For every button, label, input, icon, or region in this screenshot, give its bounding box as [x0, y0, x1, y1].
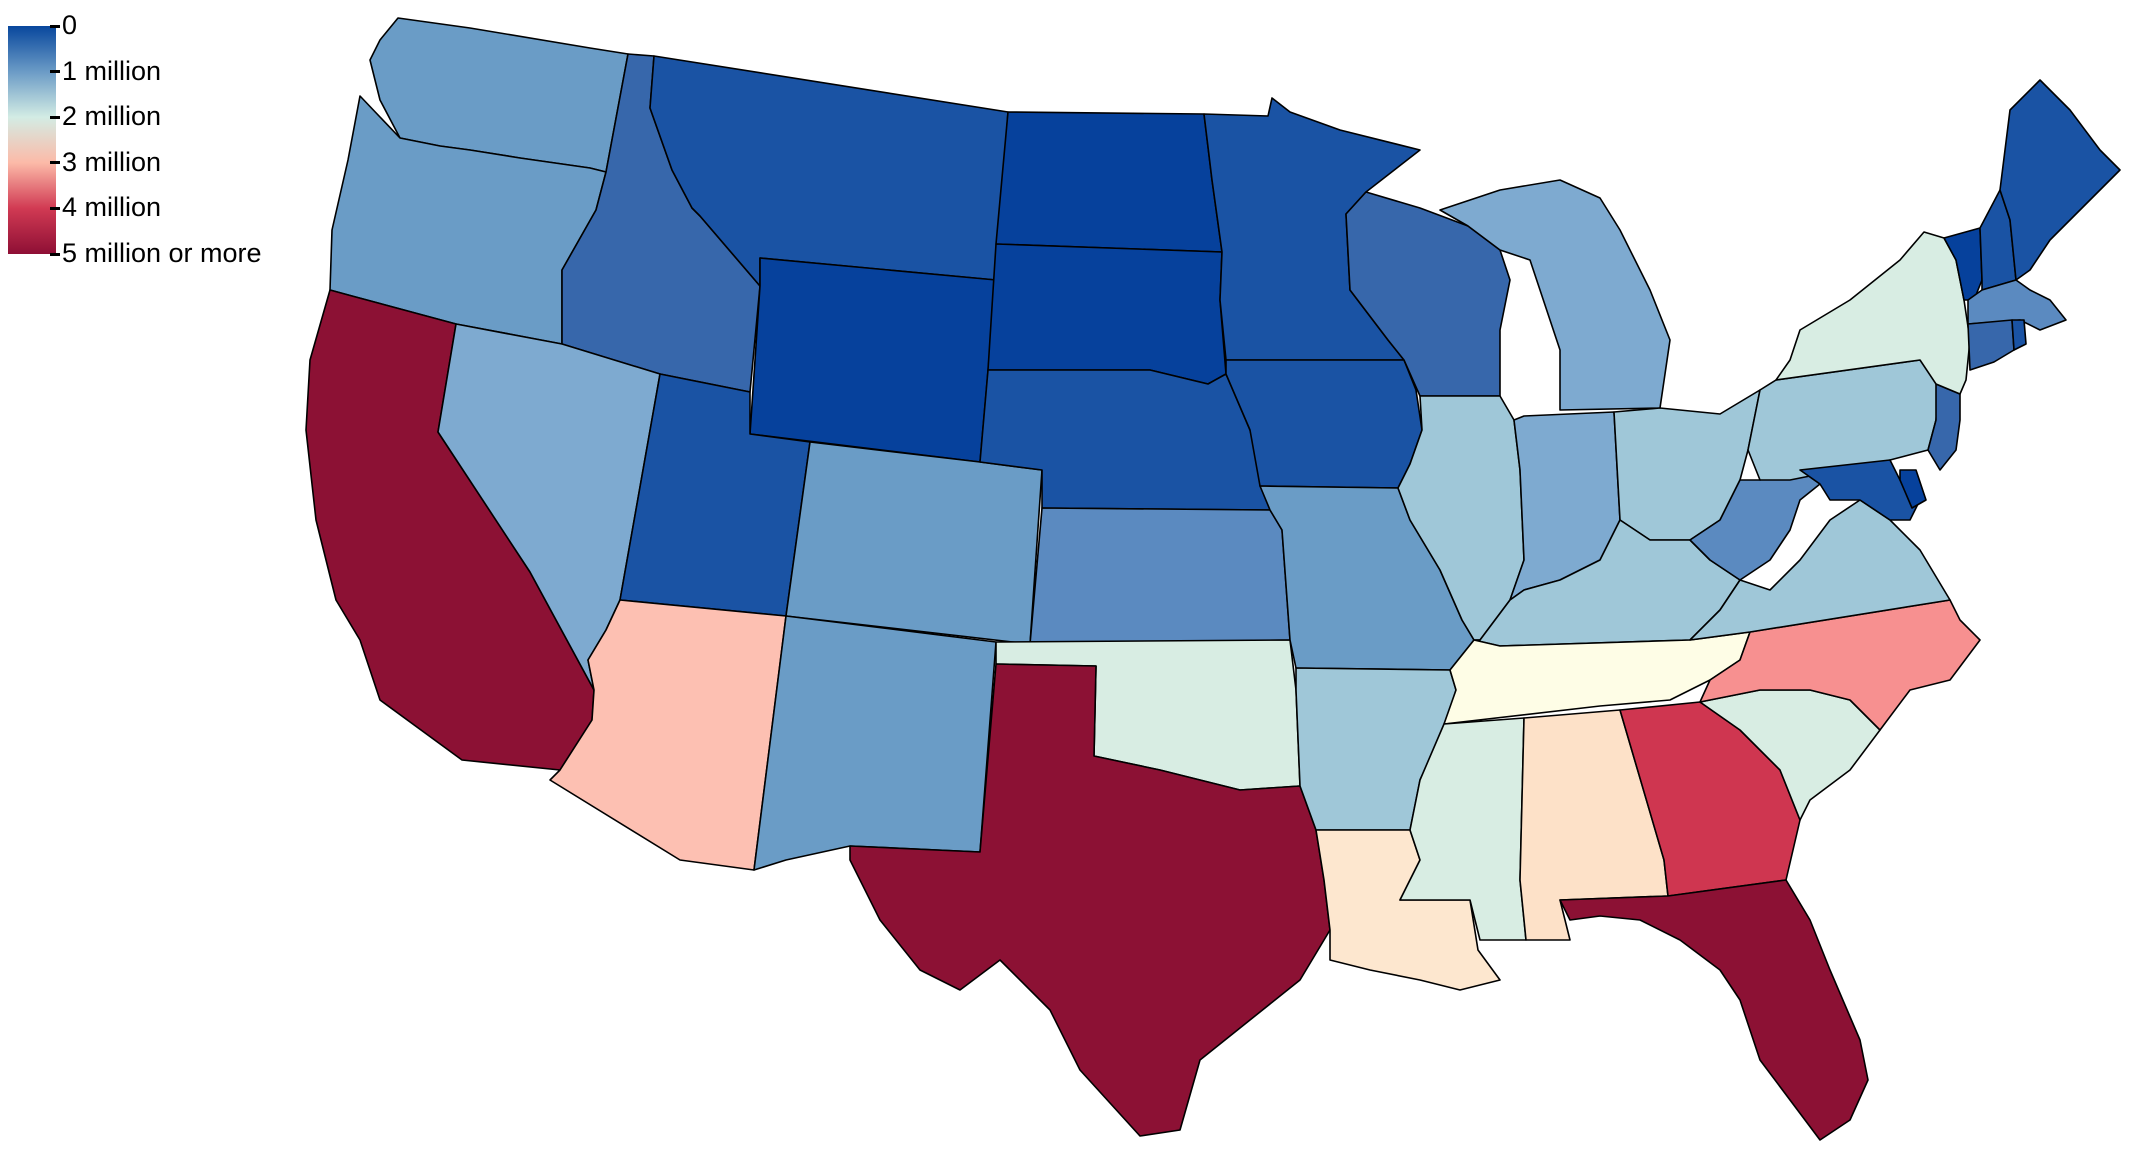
legend-label: 3 million [62, 146, 162, 177]
state-wyoming [749, 257, 997, 463]
state-maryland [1799, 459, 1921, 521]
legend-color-bar [8, 26, 56, 254]
legend-label: 0 [62, 10, 78, 40]
state-new-jersey [1927, 383, 1961, 471]
legend-label: 2 million [62, 101, 162, 132]
legend-tick [50, 161, 60, 165]
state-north-dakota [995, 111, 1223, 253]
state-delaware [1899, 469, 1927, 509]
state-north-carolina [1699, 599, 1981, 731]
state-virginia [1689, 499, 1951, 641]
state-maine [1999, 79, 2121, 281]
state-tennessee [1443, 631, 1751, 725]
legend-label: 1 million [62, 55, 162, 86]
state-kansas [1029, 507, 1291, 645]
state-south-dakota [987, 243, 1227, 385]
legend-tick [50, 206, 60, 210]
state-rhode-island [2011, 319, 2027, 351]
legend-tick [50, 252, 60, 256]
state-colorado [785, 441, 1043, 645]
state-florida [1559, 879, 1869, 1141]
state-texas [849, 663, 1331, 1137]
state-new-mexico [753, 615, 997, 871]
state-connecticut [1967, 319, 2015, 371]
legend-tick [50, 70, 60, 74]
legend-label: 4 million [62, 192, 162, 223]
legend-tick [50, 24, 60, 28]
legend-tick [50, 115, 60, 119]
legend-label: 5 million or more [62, 238, 262, 268]
